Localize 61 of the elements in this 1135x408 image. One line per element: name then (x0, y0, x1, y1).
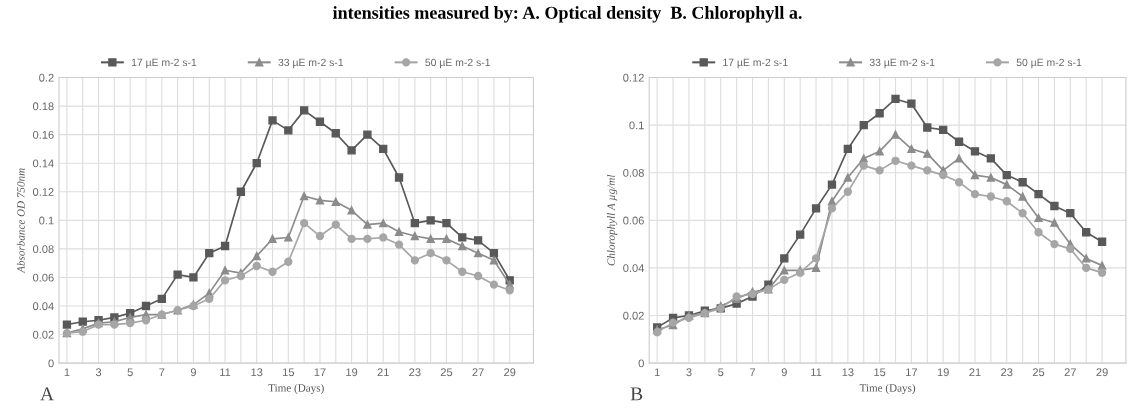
x-tick-label: 7 (749, 368, 756, 377)
x-tick-label: 27 (1064, 368, 1076, 377)
y-tick-label: 0.2 (39, 73, 54, 82)
y-tick-label: 0.08 (32, 245, 54, 254)
x-tick-label: 19 (937, 368, 949, 377)
x-tick-label: 9 (190, 368, 197, 377)
x-tick-label: 1 (64, 368, 70, 377)
x-tick-label: 23 (409, 368, 421, 377)
x-tick-label: 25 (1032, 368, 1045, 377)
x-axis-title: Time (Days) (268, 383, 324, 394)
legend-label: 17 µE m-2 s-1 (723, 58, 788, 69)
legend-label: 17 µE m-2 s-1 (131, 58, 197, 69)
y-tick-label: 0.12 (623, 73, 644, 82)
x-tick-label: 11 (220, 368, 231, 377)
y-tick-label: 0.18 (32, 102, 54, 111)
y-tick-label: 0.04 (623, 264, 645, 273)
x-tick-label: 15 (283, 368, 295, 377)
x-tick-label: 19 (346, 368, 358, 377)
y-tick-label: 0.16 (32, 130, 54, 139)
y-tick-label: 0 (48, 359, 54, 368)
x-tick-label: 9 (781, 368, 787, 377)
x-tick-label: 21 (969, 368, 981, 377)
y-tick-label: 0.06 (623, 216, 644, 225)
x-tick-label: 13 (251, 368, 263, 377)
legend-label: 33 µE m-2 s-1 (869, 58, 935, 69)
x-tick-label: 1 (654, 368, 660, 377)
text: B (630, 387, 643, 401)
y-tick-label: 0.1 (629, 121, 644, 130)
y-tick-label: 0.1 (39, 216, 54, 225)
x-tick-label: 3 (95, 368, 102, 377)
x-tick-label: 27 (472, 368, 484, 377)
legend-label: 50 µE m-2 s-1 (425, 58, 490, 69)
x-tick-label: 7 (159, 368, 165, 377)
y-axis-title: Absorbance OD 750nm (16, 168, 25, 274)
chart-title: intensities measured by: A. Optical density B. Chlorophyll a. (332, 6, 802, 23)
x-tick-label: 29 (504, 368, 516, 377)
y-axis-title: Chlorophyll A µg/ml (607, 174, 618, 266)
y-tick-label: 0.12 (32, 188, 54, 196)
x-tick-label: 25 (440, 368, 453, 377)
x-tick-label: 15 (874, 368, 886, 377)
x-tick-label: 3 (686, 368, 692, 377)
y-tick-label: 0.02 (623, 311, 644, 320)
x-tick-label: 5 (718, 368, 724, 377)
x-tick-label: 13 (842, 368, 854, 377)
text: A (40, 387, 54, 401)
x-tick-label: 21 (377, 368, 389, 377)
x-tick-label: 5 (127, 368, 133, 377)
legend-label: 33 µE m-2 s-1 (278, 58, 344, 69)
y-tick-label: 0.04 (32, 302, 54, 311)
y-tick-label: 0 (638, 359, 644, 368)
x-tick-label: 11 (811, 368, 822, 377)
x-axis-title: Time (Days) (859, 383, 916, 394)
x-tick-label: 17 (906, 368, 918, 377)
x-tick-label: 23 (1001, 368, 1013, 377)
legend-label: 50 µE m-2 s-1 (1016, 58, 1082, 69)
x-tick-label: 17 (314, 368, 326, 377)
y-tick-label: 0.06 (32, 273, 54, 282)
y-tick-label: 0.02 (32, 330, 54, 339)
x-tick-label: 29 (1096, 368, 1108, 377)
y-tick-label: 0.08 (623, 168, 644, 177)
y-tick-label: 0.14 (32, 159, 54, 168)
